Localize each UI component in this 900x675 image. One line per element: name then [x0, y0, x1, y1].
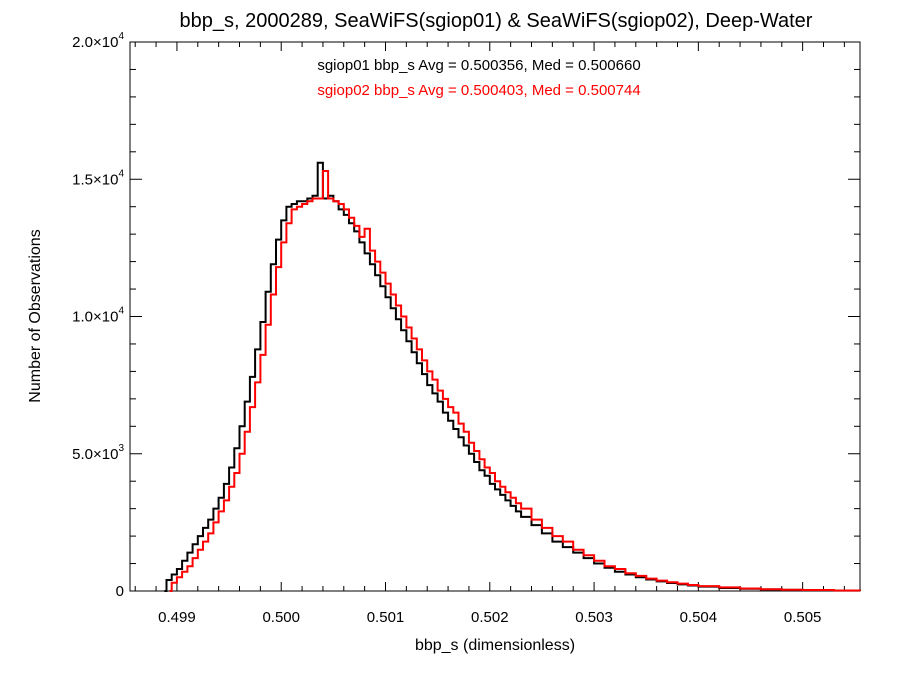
x-axis-label: bbp_s (dimensionless) — [415, 637, 575, 654]
x-tick-label: 0.502 — [471, 609, 509, 626]
chart-title: bbp_s, 2000289, SeaWiFS(sgiop01) & SeaWi… — [180, 10, 813, 32]
plot-frame — [129, 41, 861, 592]
y-tick-label: 0 — [116, 583, 124, 600]
x-tick-label: 0.504 — [680, 609, 718, 626]
y-tick-label: 1.0×104 — [72, 306, 124, 326]
y-tick-label: 2.0×104 — [72, 31, 124, 51]
x-tick-label: 0.500 — [262, 609, 300, 626]
y-axis: 0 5.0×103 1.0×104 1.5×104 2.0×104 — [72, 31, 860, 600]
y-axis-label: Number of Observations — [27, 229, 44, 402]
x-tick-label: 0.501 — [367, 609, 405, 626]
series-layer — [164, 161, 861, 592]
x-tick-label: 0.505 — [784, 609, 822, 626]
histogram-series-1 — [164, 161, 861, 592]
annotation-sgiop02: sgiop02 bbp_s Avg = 0.500403, Med = 0.50… — [317, 82, 640, 99]
annotation-sgiop01: sgiop01 bbp_s Avg = 0.500356, Med = 0.50… — [317, 57, 640, 74]
x-axis: 0.499 0.500 0.501 0.502 0.503 0.504 0.505 — [134, 42, 845, 626]
y-tick-label: 1.5×104 — [72, 168, 124, 188]
y-tick-label: 5.0×103 — [72, 443, 124, 463]
x-tick-label: 0.499 — [158, 609, 196, 626]
x-tick-label: 0.503 — [575, 609, 613, 626]
histogram-series-2 — [169, 170, 861, 592]
